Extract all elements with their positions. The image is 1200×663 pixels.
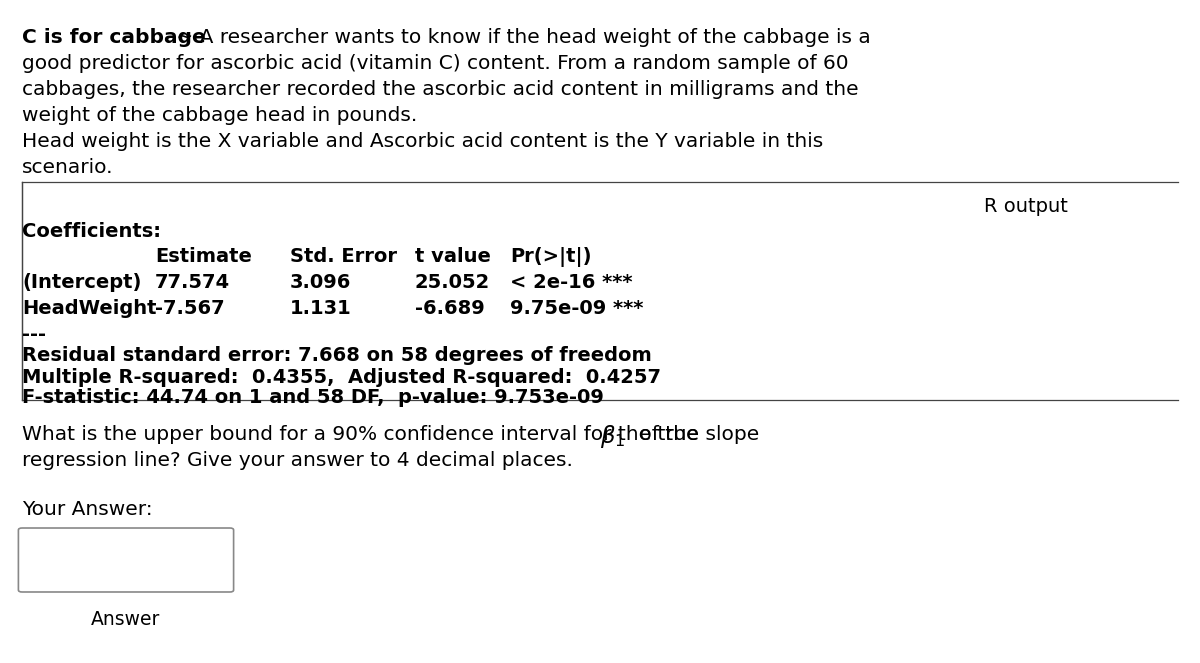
Text: (Intercept): (Intercept) — [22, 273, 142, 292]
Text: ---: --- — [22, 325, 46, 344]
Text: -6.689: -6.689 — [415, 299, 485, 318]
Text: Residual standard error: 7.668 on 58 degrees of freedom: Residual standard error: 7.668 on 58 deg… — [22, 346, 652, 365]
FancyBboxPatch shape — [18, 528, 234, 592]
Text: C is for cabbage: C is for cabbage — [22, 28, 205, 47]
Text: cabbages, the researcher recorded the ascorbic acid content in milligrams and th: cabbages, the researcher recorded the as… — [22, 80, 859, 99]
Text: Multiple R-squared:  0.4355,  Adjusted R-squared:  0.4257: Multiple R-squared: 0.4355, Adjusted R-s… — [22, 368, 661, 387]
Text: 25.052: 25.052 — [415, 273, 491, 292]
Text: Std. Error: Std. Error — [290, 247, 397, 266]
Text: HeadWeight: HeadWeight — [22, 299, 156, 318]
Text: t value: t value — [415, 247, 491, 266]
Text: $\beta_1$: $\beta_1$ — [600, 423, 625, 450]
Text: good predictor for ascorbic acid (vitamin C) content. From a random sample of 60: good predictor for ascorbic acid (vitami… — [22, 54, 848, 73]
Text: regression line? Give your answer to 4 decimal places.: regression line? Give your answer to 4 d… — [22, 451, 572, 470]
Text: scenario.: scenario. — [22, 158, 114, 177]
Text: Estimate: Estimate — [155, 247, 252, 266]
Text: Head weight is the X variable and Ascorbic acid content is the Y variable in thi: Head weight is the X variable and Ascorb… — [22, 132, 823, 151]
Text: Coefficients:: Coefficients: — [22, 222, 161, 241]
Text: weight of the cabbage head in pounds.: weight of the cabbage head in pounds. — [22, 106, 418, 125]
Text: 9.75e-09 ***: 9.75e-09 *** — [510, 299, 643, 318]
Text: R output: R output — [984, 197, 1068, 216]
Text: < 2e-16 ***: < 2e-16 *** — [510, 273, 632, 292]
Text: 3.096: 3.096 — [290, 273, 352, 292]
Text: F-statistic: 44.74 on 1 and 58 DF,  p-value: 9.753e-09: F-statistic: 44.74 on 1 and 58 DF, p-val… — [22, 388, 604, 407]
Text: 77.574: 77.574 — [155, 273, 230, 292]
Text: Pr(>|t|): Pr(>|t|) — [510, 247, 592, 267]
Text: Answer: Answer — [91, 610, 161, 629]
Text: What is the upper bound for a 90% confidence interval for the true slope: What is the upper bound for a 90% confid… — [22, 425, 766, 444]
Text: Your Answer:: Your Answer: — [22, 500, 152, 519]
Text: 1.131: 1.131 — [290, 299, 352, 318]
Text: ∼ A researcher wants to know if the head weight of the cabbage is a: ∼ A researcher wants to know if the head… — [170, 28, 871, 47]
Text: of the: of the — [634, 425, 698, 444]
Text: -7.567: -7.567 — [155, 299, 224, 318]
